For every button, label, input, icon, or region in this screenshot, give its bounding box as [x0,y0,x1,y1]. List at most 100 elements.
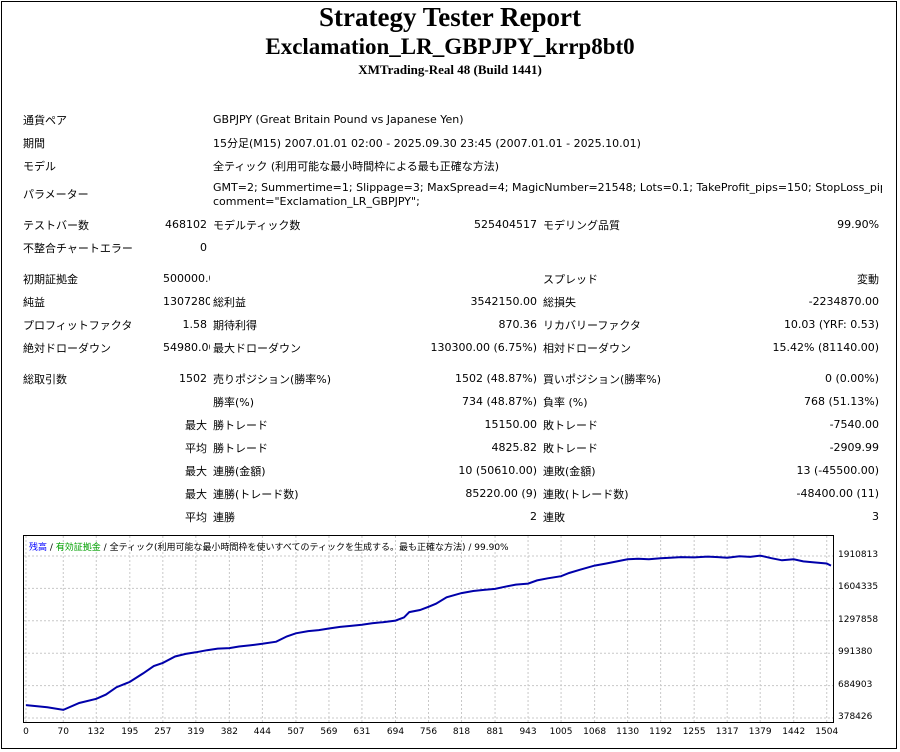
ticks-label: モデルティック数 [213,218,301,232]
row-symbol: 通貨ペア GBPJPY (Great Britain Pound vs Japa… [20,108,882,131]
abs-dd-value: 54980.00 [163,341,210,354]
max-dd-label: 最大ドローダウン [213,341,301,355]
max-win-value: 15150.00 [484,418,538,431]
net-label: 純益 [23,295,45,309]
consec-loss-value: 3 [872,510,880,523]
max-win-label: 勝トレード [213,418,268,432]
consec-loss-cnt-label: 連敗(トレード数) [543,487,629,501]
x-tick-label: 132 [87,727,105,737]
consec-loss-label: 連敗 [543,510,565,524]
deposit-value: 500000.00 [163,272,210,285]
trades-label: 総取引数 [23,372,67,386]
model-value: 全ティック (利用可能な最小時間枠による最も正確な方法) [213,159,500,173]
x-tick-label: 756 [419,727,438,737]
y-tick-label: 684903 [838,679,873,690]
bars-value: 468102 [165,218,207,231]
x-tick-label: 818 [452,727,471,737]
row-consec-avg: 平均 連勝 2 連敗 3 [20,505,882,528]
lossrate-label: 負率 (%) [543,395,588,409]
rel-dd-value: 15.42% (81140.00) [772,341,880,354]
avg-win-value: 4825.82 [491,441,538,454]
avg-loss-value: -2909.99 [829,441,880,454]
period-value: 15分足(M15) 2007.01.01 02:00 - 2025.09.30 … [213,136,641,150]
max-loss-value: -7540.00 [829,418,880,431]
balance-line [25,554,832,711]
max-label-2: 最大 [185,464,207,478]
gross-profit-label: 総利益 [213,295,246,309]
row-avg-trade: 平均 勝トレード 4825.82 敗トレード -2909.99 [20,436,882,459]
balance-chart: 残高 / 有効証拠金 / 全ティック(利用可能な最小時間枠を使いすべてのティック… [23,535,879,745]
y-tick-label: 991380 [838,647,873,658]
x-tick-label: 1005 [549,727,573,737]
y-tick-label: 1604335 [838,582,879,593]
recovery-value: 10.03 (YRF: 0.53) [783,318,880,331]
legend-balance: 残高 [29,543,48,553]
payoff-value: 870.36 [498,318,538,331]
report-table: 通貨ペア GBPJPY (Great Britain Pound vs Japa… [20,108,882,528]
x-tick-label: 943 [519,727,537,737]
chart-svg [24,536,833,722]
period-label: 期間 [23,136,45,150]
x-tick-label: 1379 [748,727,772,737]
row-parameters: パラメーター GMT=2; Summertime=1; Slippage=3; … [20,177,882,213]
params-line-1: GMT=2; Summertime=1; Slippage=3; MaxSpre… [213,181,883,194]
avg-label-2: 平均 [185,510,207,524]
spread-label: スプレッド [543,272,598,286]
x-tick-label: 631 [353,727,371,737]
row-consec-amount: 最大 連勝(金額) 10 (50610.00) 連敗(金額) 13 (-4550… [20,459,882,482]
max-dd-value: 130300.00 (6.75%) [430,341,537,354]
consec-loss-amt-value: 13 (-45500.00) [796,464,880,477]
row-drawdown: 絶対ドローダウン 54980.00 最大ドローダウン 130300.00 (6.… [20,336,882,359]
x-tick-label: 694 [386,727,405,737]
short-value: 1502 (48.87%) [454,372,537,385]
pf-value: 1.58 [182,318,208,331]
trades-value: 1502 [179,372,207,385]
gross-loss-label: 総損失 [543,295,576,309]
max-loss-label: 敗トレード [543,418,598,432]
row-consec-count: 最大 連勝(トレード数) 85220.00 (9) 連敗(トレード数) -484… [20,482,882,505]
legend-separator: / [465,543,475,553]
row-profit-factor: プロフィットファクタ 1.58 期待利得 870.36 リカバリーファクタ 10… [20,313,882,336]
legend-model: 全ティック(利用可能な最小時間枠を使いすべてのティックを生成する。最も正確な方法… [109,543,466,553]
legend-separator: / [47,543,56,553]
ticks-value: 525404517 [474,218,537,231]
recovery-label: リカバリーファクタ [543,318,641,332]
x-tick-label: 319 [187,727,205,737]
spread-value: 変動 [857,272,880,286]
avg-label: 平均 [185,441,207,455]
params-line-2: comment="Exclamation_LR_GBPJPY"; [213,195,420,208]
model-label: モデル [23,159,56,173]
x-tick-label: 881 [486,727,504,737]
winrate-value: 734 (48.87%) [461,395,537,408]
consec-loss-cnt-value: -48400.00 (11) [796,487,880,500]
row-mismatch: 不整合チャートエラー 0 [20,236,882,259]
consec-win-amt-label: 連勝(金額) [213,464,266,478]
rel-dd-label: 相対ドローダウン [543,341,631,355]
row-winrate: 勝率(%) 734 (48.87%) 負率 (%) 768 (51.13%) [20,390,882,413]
x-tick-label: 0 [23,727,29,737]
server-build: XMTrading-Real 48 (Build 1441) [358,62,542,77]
legend-quality: 99.90% [474,543,509,553]
consec-loss-amt-label: 連敗(金額) [543,464,596,478]
x-tick-label: 382 [220,727,238,737]
x-tick-label: 1317 [715,727,739,737]
symbol-label: 通貨ペア [23,113,67,127]
symbol-value: GBPJPY (Great Britain Pound vs Japanese … [213,113,464,126]
consec-win-label: 連勝 [213,510,235,524]
long-value: 0 (0.00%) [825,372,880,385]
ea-name: Exclamation_LR_GBPJPY_krrp8bt0 [265,34,635,59]
y-tick-label: 1297858 [838,614,879,625]
max-label: 最大 [185,418,207,432]
x-tick-label: 1192 [649,727,673,737]
row-trades: 総取引数 1502 売りポジション(勝率%) 1502 (48.87%) 買いポ… [20,367,882,390]
x-tick-label: 257 [154,727,172,737]
x-tick-label: 1130 [616,727,640,737]
consec-win-cnt-label: 連勝(トレード数) [213,487,299,501]
net-value: 1307280.00 [163,295,210,308]
params-value: GMT=2; Summertime=1; Slippage=3; MaxSpre… [210,177,882,213]
row-max-trade: 最大 勝トレード 15150.00 敗トレード -7540.00 [20,413,882,436]
mismatch-label: 不整合チャートエラー [23,241,133,255]
x-tick-label: 1068 [583,727,607,737]
legend-separator: / [100,543,110,553]
